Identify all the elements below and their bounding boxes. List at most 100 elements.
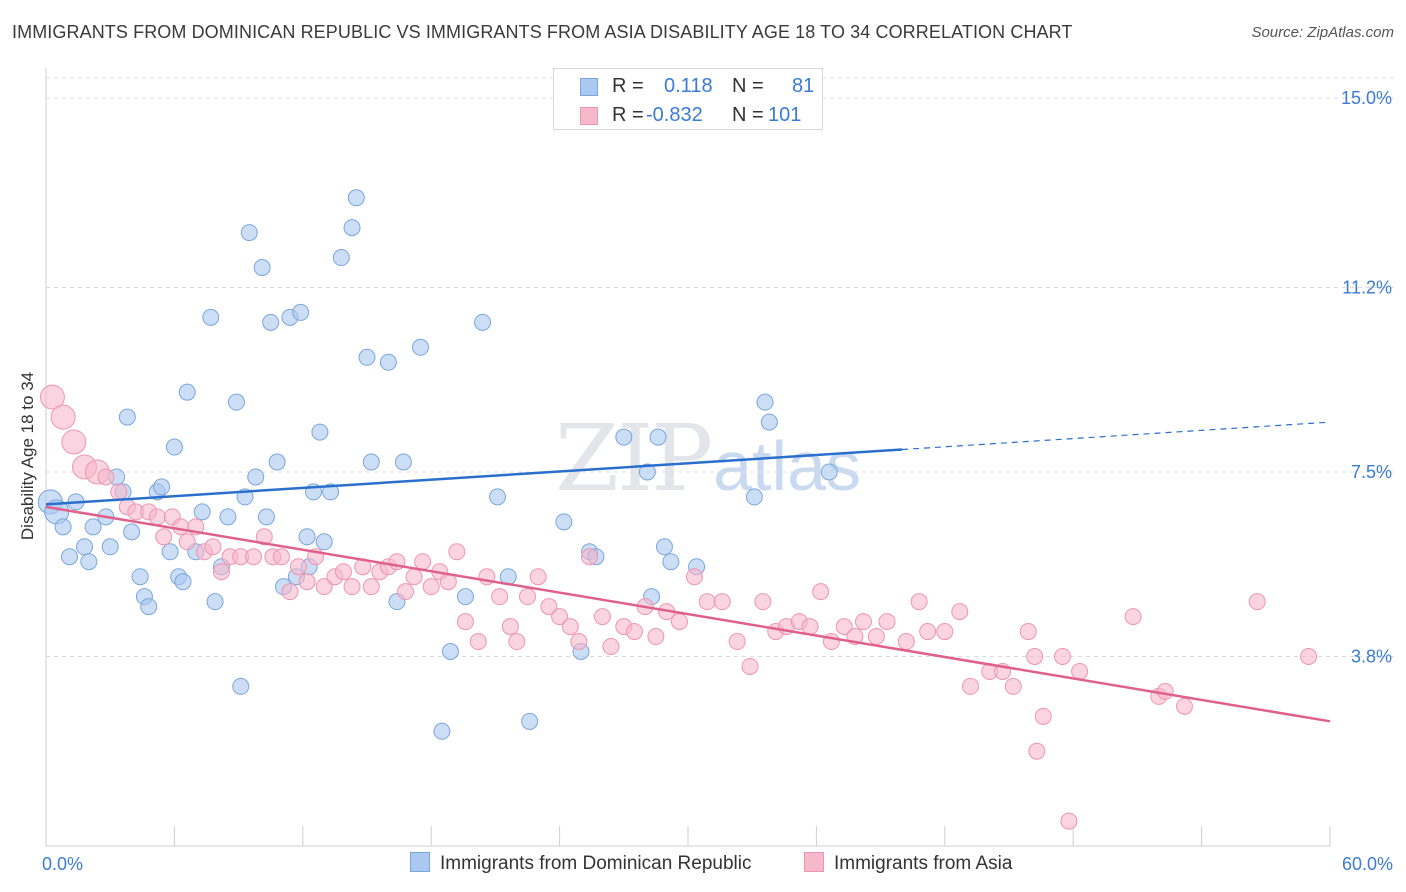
point-asia xyxy=(1026,647,1044,665)
correlation-legend: R = 0.118 N = 81 R = -0.832 N = 101 xyxy=(553,68,823,130)
point-asia xyxy=(1034,707,1052,725)
point-asia xyxy=(491,588,509,606)
legend-swatch-pink xyxy=(580,107,598,125)
point-dominican xyxy=(362,453,380,471)
point-asia xyxy=(1248,593,1266,611)
point-dominican xyxy=(240,224,258,242)
bottom-legend-swatch-blue xyxy=(410,852,430,872)
point-asia xyxy=(685,568,703,586)
point-dominican xyxy=(379,353,397,371)
point-dominican xyxy=(343,219,361,237)
point-dominican xyxy=(253,259,271,277)
point-dominican xyxy=(311,423,329,441)
point-asia xyxy=(172,518,190,536)
point-dominican xyxy=(131,568,149,586)
point-dominican xyxy=(54,518,72,536)
point-asia xyxy=(362,578,380,596)
point-dominican xyxy=(441,643,459,661)
trendline-dominican xyxy=(45,448,903,506)
point-asia xyxy=(670,613,688,631)
point-dominican xyxy=(84,518,102,536)
point-dominican xyxy=(474,313,492,331)
point-asia xyxy=(1054,647,1071,665)
point-asia xyxy=(178,533,196,551)
point-dominican xyxy=(227,393,245,411)
source-label: Source: ZipAtlas.com xyxy=(1251,24,1394,41)
point-asia xyxy=(343,578,361,596)
point-asia xyxy=(148,508,166,526)
point-dominican xyxy=(820,463,838,481)
point-dominican xyxy=(178,383,196,401)
point-asia xyxy=(290,558,308,576)
point-asia xyxy=(469,633,487,651)
point-asia xyxy=(281,583,299,601)
point-asia xyxy=(812,583,830,601)
point-asia xyxy=(801,618,819,636)
point-asia xyxy=(878,613,896,631)
point-asia xyxy=(245,548,263,566)
trendline-asia xyxy=(45,505,1331,723)
legend-r-value: -0.832 xyxy=(646,104,703,126)
point-dominican xyxy=(347,189,365,207)
point-asia xyxy=(212,563,230,581)
legend-n-value: 101 xyxy=(768,104,802,126)
point-dominican xyxy=(247,468,265,486)
y-tick-label: 15.0% xyxy=(1341,88,1392,108)
point-asia xyxy=(298,573,316,591)
point-asia xyxy=(255,528,273,546)
point-asia xyxy=(647,628,665,646)
point-dominican xyxy=(456,588,474,606)
point-asia xyxy=(422,578,440,596)
y-tick-label: 7.5% xyxy=(1351,462,1392,482)
point-dominican xyxy=(262,313,280,331)
point-dominican xyxy=(358,348,376,366)
legend-r-value: 0.118 xyxy=(664,75,713,97)
chart-title: IMMIGRANTS FROM DOMINICAN REPUBLIC VS IM… xyxy=(12,22,1073,42)
point-asia xyxy=(1071,662,1089,680)
point-dominican xyxy=(193,503,211,521)
legend-row-asia: R = -0.832 N = 101 xyxy=(554,100,822,130)
point-dominican xyxy=(521,712,539,730)
point-dominican xyxy=(206,593,224,611)
point-dominican xyxy=(101,538,119,556)
point-dominican xyxy=(257,508,275,526)
legend-row-dominican: R = 0.118 N = 81 xyxy=(554,71,822,101)
legend-swatch-blue xyxy=(580,78,598,96)
point-dominican xyxy=(615,428,633,446)
point-asia xyxy=(593,608,611,626)
point-asia xyxy=(1156,682,1174,700)
point-asia xyxy=(1300,647,1318,665)
point-asia xyxy=(1028,742,1046,760)
point-asia xyxy=(713,593,731,611)
point-asia xyxy=(602,638,620,656)
point-dominican xyxy=(298,528,316,546)
point-asia xyxy=(561,618,579,636)
point-dominican xyxy=(292,303,310,321)
point-asia xyxy=(1004,677,1022,695)
legend-r-label: R = xyxy=(612,75,644,97)
point-dominican xyxy=(165,438,183,456)
point-asia xyxy=(155,528,173,546)
point-asia xyxy=(551,608,569,626)
point-dominican xyxy=(61,548,79,566)
point-asia xyxy=(39,384,65,410)
point-asia xyxy=(1060,812,1078,830)
point-dominican xyxy=(394,453,412,471)
point-dominican xyxy=(76,538,94,556)
point-dominican xyxy=(638,463,656,481)
point-dominican xyxy=(219,508,237,526)
point-dominican xyxy=(649,428,667,446)
point-dominican xyxy=(174,573,192,591)
point-dominican xyxy=(662,553,680,571)
point-asia xyxy=(315,578,333,596)
point-asia xyxy=(1124,608,1142,626)
point-asia xyxy=(854,613,872,631)
point-dominican xyxy=(161,543,179,561)
y-tick-label: 3.8% xyxy=(1351,646,1392,666)
point-asia xyxy=(754,593,772,611)
point-dominican xyxy=(118,408,136,426)
point-asia xyxy=(867,628,885,646)
point-asia xyxy=(540,598,558,616)
point-asia xyxy=(501,618,519,636)
point-asia xyxy=(519,588,536,606)
